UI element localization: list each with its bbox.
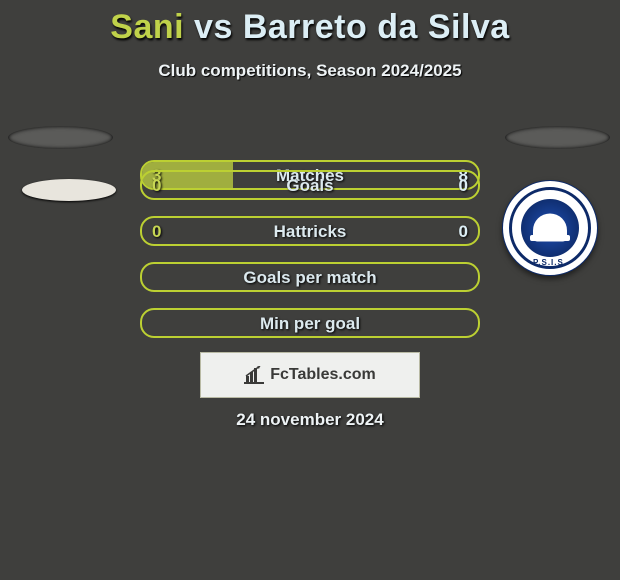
- title-vs: vs: [194, 8, 233, 46]
- stat-value-left: 0: [152, 176, 161, 196]
- attribution-box[interactable]: FcTables.com: [200, 352, 420, 398]
- stat-label: Goals: [142, 176, 478, 196]
- title-player2: Barreto da Silva: [243, 8, 510, 46]
- stat-label: Min per goal: [142, 314, 478, 334]
- stat-bar-track: Goals per match: [140, 262, 480, 292]
- stat-value-right: 0: [459, 176, 468, 196]
- stat-label: Hattricks: [142, 222, 478, 242]
- player2-shadow-disc: [505, 126, 610, 149]
- stat-row: Min per goal: [0, 300, 620, 346]
- stat-bar-track: Hattricks0 0: [140, 216, 480, 246]
- comparison-title: Sani vs Barreto da Silva: [0, 0, 620, 47]
- stat-value-right: 0: [459, 222, 468, 242]
- stat-label: Goals per match: [142, 268, 478, 288]
- stat-row: Goals per match: [0, 254, 620, 300]
- comparison-subtitle: Club competitions, Season 2024/2025: [0, 61, 620, 81]
- title-player1: Sani: [110, 8, 184, 46]
- snapshot-date: 24 november 2024: [0, 410, 620, 430]
- player1-shadow-disc: [8, 126, 113, 149]
- bar-chart-icon: [244, 366, 264, 384]
- stat-bar-track: Min per goal: [140, 308, 480, 338]
- stat-row: Hattricks0 0: [0, 208, 620, 254]
- stat-value-left: 0: [152, 222, 161, 242]
- stat-row: Goals0 0: [0, 162, 620, 208]
- stat-bar-track: Goals0 0: [140, 170, 480, 200]
- attribution-text: FcTables.com: [270, 366, 376, 384]
